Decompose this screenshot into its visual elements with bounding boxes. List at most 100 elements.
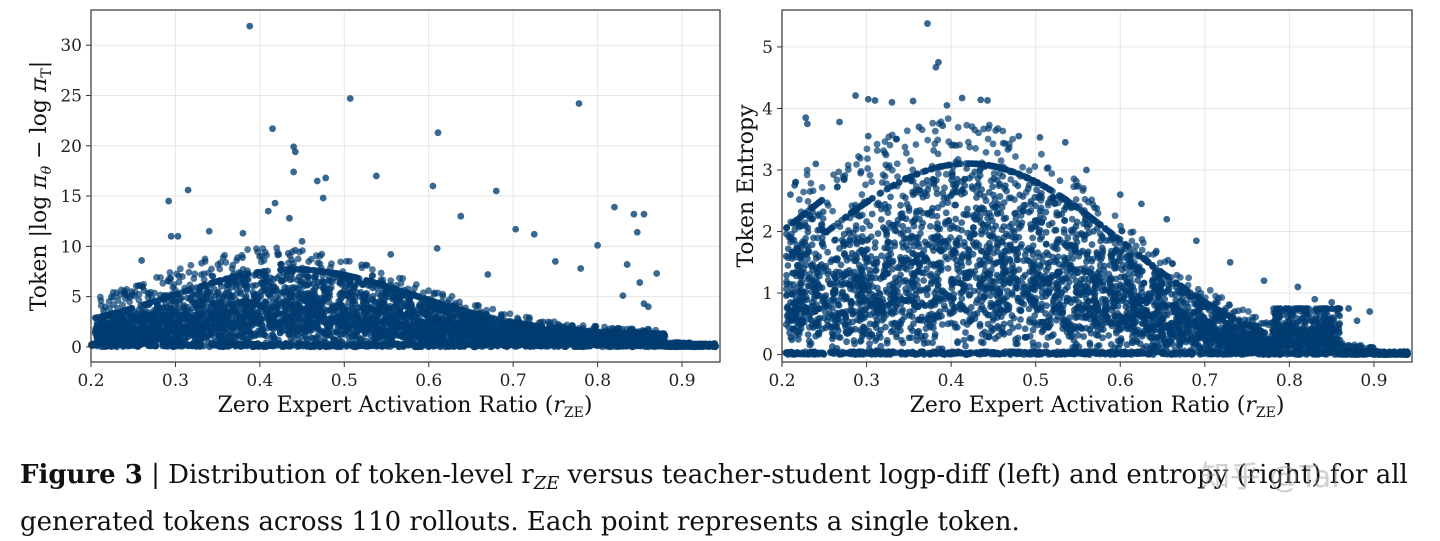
scatter-point: [296, 273, 303, 280]
scatter-point: [294, 313, 301, 320]
scatter-point: [349, 292, 356, 299]
scatter-point: [433, 342, 440, 349]
scatter-point: [263, 333, 270, 340]
scatter-point: [292, 330, 299, 337]
scatter-point: [133, 333, 140, 340]
scatter-point: [226, 342, 233, 349]
scatter-point: [642, 341, 649, 348]
scatter-point: [107, 331, 114, 338]
scatter-point: [304, 342, 311, 349]
scatter-point: [155, 317, 162, 324]
scatter-point: [702, 341, 709, 348]
scatter-point: [434, 313, 441, 320]
scatter-point: [308, 334, 315, 341]
scatter-point: [396, 307, 403, 314]
scatter-point: [412, 308, 419, 315]
scatter-point: [213, 305, 220, 312]
scatter-point: [272, 313, 279, 320]
scatter-point: [317, 303, 324, 310]
scatter-point: [310, 267, 317, 274]
scatter-point: [404, 302, 411, 309]
scatter-point: [328, 307, 335, 314]
scatter-point: [394, 325, 401, 332]
scatter-point: [265, 291, 272, 298]
scatter-point: [319, 342, 326, 349]
scatter-point: [101, 323, 108, 330]
scatter-point: [460, 342, 467, 349]
scatter-point: [254, 340, 261, 347]
scatter-point: [224, 287, 231, 294]
scatter-point: [262, 343, 269, 350]
scatter-point: [172, 299, 179, 306]
scatter-point: [149, 315, 156, 322]
scatter-point: [603, 340, 610, 347]
scatter-point: [378, 270, 385, 277]
scatter-point: [132, 316, 139, 323]
scatter-point: [192, 301, 199, 308]
scatter-point: [558, 341, 565, 348]
scatter-point: [205, 304, 212, 311]
scatter-point: [514, 341, 521, 348]
scatter-point: [282, 315, 289, 322]
scatter-point: [469, 335, 476, 342]
scatter-point: [249, 317, 256, 324]
scatter-point: [333, 329, 340, 336]
scatter-point: [285, 331, 292, 338]
scatter-point: [162, 300, 169, 307]
scatter-point: [295, 340, 302, 347]
scatter-point: [240, 318, 247, 325]
scatter-point: [132, 327, 139, 334]
scatter-point: [192, 343, 199, 350]
scatter-point: [282, 343, 289, 350]
scatter-point: [408, 328, 415, 335]
scatter-point: [213, 292, 220, 299]
scatter-point: [120, 320, 127, 327]
scatter-point: [302, 294, 309, 301]
scatter-point: [634, 341, 641, 348]
scatter-point: [374, 312, 381, 319]
scatter-point: [284, 285, 291, 292]
scatter-point: [199, 314, 206, 321]
scatter-point: [194, 330, 201, 337]
scatter-point: [430, 322, 437, 329]
scatter-point: [309, 300, 316, 307]
scatter-point: [619, 341, 626, 348]
scatter-point: [446, 316, 453, 323]
scatter-point: [282, 292, 289, 299]
scatter-point: [481, 325, 488, 332]
scatter-point: [280, 322, 287, 329]
scatter-point: [352, 308, 359, 315]
scatter-point: [249, 282, 256, 289]
scatter-point: [487, 343, 494, 350]
scatter-point: [363, 342, 370, 349]
scatter-point: [155, 307, 162, 314]
scatter-point: [335, 304, 342, 311]
scatter-point: [574, 342, 581, 349]
scatter-point: [355, 321, 362, 328]
scatter-point: [262, 268, 269, 275]
scatter-point: [287, 276, 294, 283]
scatter-point: [184, 295, 191, 302]
scatter-point: [260, 276, 267, 283]
scatter-point: [339, 289, 346, 296]
scatter-point: [208, 327, 215, 334]
scatter-point: [531, 342, 538, 349]
scatter-point: [243, 301, 250, 308]
scatter-point: [501, 342, 508, 349]
scatter-point: [321, 330, 328, 337]
scatter-point: [422, 311, 429, 318]
scatter-point: [218, 298, 225, 305]
scatter-point: [299, 305, 306, 312]
scatter-point: [249, 289, 256, 296]
scatter-point: [180, 304, 187, 311]
scatter-point: [525, 341, 532, 348]
scatter-point: [249, 299, 256, 306]
scatter-point: [351, 343, 358, 350]
scatter-point: [113, 342, 120, 349]
scatter-point: [243, 342, 250, 349]
scatter-point: [161, 310, 168, 317]
scatter-point: [361, 320, 368, 327]
scatter-point: [112, 322, 119, 329]
scatter-point: [510, 329, 517, 336]
